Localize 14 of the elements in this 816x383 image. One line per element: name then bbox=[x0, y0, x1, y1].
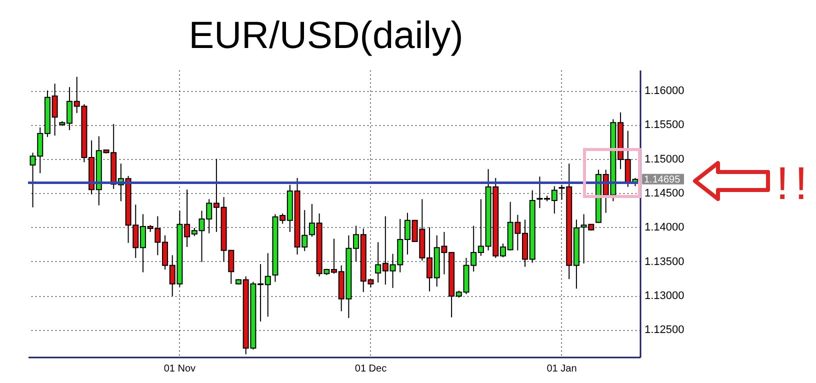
y-tick-label: 1.16000 bbox=[644, 85, 684, 97]
chart-title: EUR/USD(daily) bbox=[188, 15, 464, 57]
x-tick-label: 01 Dec bbox=[354, 364, 387, 374]
y-tick-label: 1.15500 bbox=[644, 119, 684, 132]
y-tick-label: 1.14000 bbox=[644, 222, 684, 234]
y-tick-label: 1.13500 bbox=[644, 256, 684, 268]
y-tick-label: 1.12500 bbox=[644, 324, 684, 336]
y-tick-label: 1.13000 bbox=[644, 290, 684, 302]
y-tick-label: 1.14500 bbox=[644, 188, 684, 200]
y-tick-label: 1.15000 bbox=[644, 153, 684, 166]
text: !! bbox=[776, 157, 814, 209]
x-tick-label: 01 Nov bbox=[164, 364, 196, 374]
text: 1.14695 bbox=[644, 174, 681, 186]
x-tick-label: 01 Jan bbox=[546, 364, 577, 374]
